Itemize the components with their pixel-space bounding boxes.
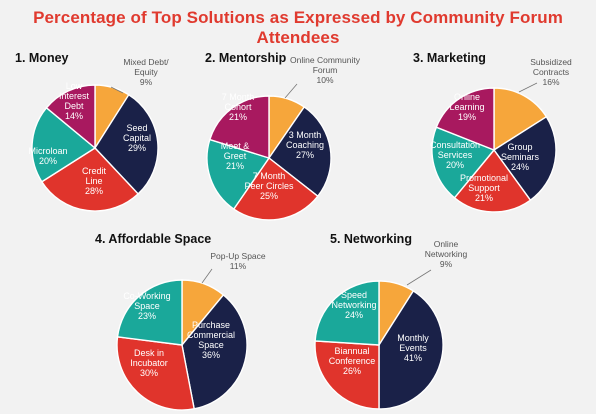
slice-label-purchase-commercial-space: Purchase Commercial Space 36% — [187, 320, 235, 360]
slice-group-seminars — [492, 115, 557, 202]
pie-chart-5-networking: 5. Networking Online Networking 9% Monthly Ev… — [314, 232, 468, 410]
slice-desk-in-incubator — [116, 336, 195, 411]
slice-label-7-month-cohort: 7 Month Cohort 21% — [222, 92, 255, 122]
slice-label-group-seminars: Group Seminars 24% — [501, 142, 540, 172]
slice-purchase-commercial-space — [181, 293, 248, 410]
slice-label-monthly-events: Monthly Events 41% — [397, 333, 429, 363]
pie-chart-2-mentorship: 2. Mentorship Online Community Forum 10% 3 M… — [205, 51, 361, 221]
slice-7-month-peer-circles — [232, 156, 319, 221]
callout-leader-line — [406, 269, 432, 286]
slice-online-learning — [435, 87, 495, 152]
slice-label-7-month-peer-circles: 7 Month Peer Circles 25% — [244, 171, 294, 201]
slice-3-month-coaching — [268, 106, 332, 198]
slice-label-online-learning: Online Learning 19% — [449, 92, 484, 122]
slice-label-3-month-coaching: 3 Month Coaching 27% — [286, 130, 324, 160]
slice-label-online-community-forum: Online Community Forum 10% — [290, 55, 361, 85]
slice-label-speed-networking: Speed Networking 24% — [331, 290, 376, 320]
page-title: Percentage of Top Solutions as Expressed… — [33, 8, 563, 47]
callout-leader-line — [284, 83, 298, 99]
callout-leader-line — [518, 82, 538, 93]
slice-label-consultation-services: Consultation Services 20% — [430, 140, 480, 170]
chart-title: 2. Mentorship — [205, 51, 287, 65]
slice-co-working-space — [116, 279, 183, 346]
chart-title: 5. Networking — [330, 232, 412, 246]
slice-label-co-working-space: Co-Working Space 23% — [123, 291, 170, 321]
chart-title: 3. Marketing — [413, 51, 486, 65]
slice-subsidized-contracts — [493, 87, 548, 152]
slice-label-low-interest-debt: Low Interest Debt 14% — [59, 81, 90, 121]
slice-meet-greet — [206, 138, 271, 210]
callout-leader-line — [201, 268, 213, 284]
slice-microloan — [31, 106, 97, 183]
callout-leader-line — [110, 86, 124, 94]
slice-monthly-events — [378, 289, 444, 410]
slice-label-credit-line: Credit Line 28% — [82, 166, 107, 196]
slice-7-month-cohort — [208, 95, 270, 159]
slice-label-seed-capital: Seed Capital 29% — [123, 123, 151, 153]
pie-chart-4-affordable-space: 4. Affordable Space Pop-Up Space 11% Purcha… — [95, 232, 266, 411]
slice-label-online-networking: Online Networking 9% — [425, 239, 468, 269]
slice-consultation-services — [431, 126, 496, 199]
slice-low-interest-debt — [45, 84, 96, 150]
slice-label-meet-greet: Meet & Greet 21% — [221, 141, 250, 171]
slice-label-promotional-support: Promotional Support 21% — [460, 173, 508, 203]
chart-title: 4. Affordable Space — [95, 232, 211, 246]
slice-biannual-conference — [314, 340, 380, 410]
slice-label-microloan: Microloan 20% — [28, 146, 67, 166]
chart-title: 1. Money — [15, 51, 69, 65]
slice-speed-networking — [314, 280, 380, 346]
slice-seed-capital — [94, 93, 159, 195]
slice-promotional-support — [453, 148, 532, 213]
pie-chart-3-marketing: 3. Marketing Subsidized Contracts 16% Group S… — [413, 51, 572, 213]
pie-chart-1-money: 1. Money Mixed Debt/Equity 9% Seed Capital 29… — [15, 51, 169, 212]
slice-label-pop-up-space: Pop-Up Space 11% — [210, 251, 266, 271]
slice-label-mixed-debt-equity: Mixed Debt/Equity 9% — [123, 57, 169, 87]
slice-label-desk-in-incubator: Desk in Incubator 30% — [130, 348, 168, 378]
slice-credit-line — [40, 147, 140, 212]
slice-label-subsidized-contracts: Subsidized Contracts 16% — [530, 57, 572, 87]
slice-label-biannual-conference: Biannual Conference 26% — [329, 346, 376, 376]
